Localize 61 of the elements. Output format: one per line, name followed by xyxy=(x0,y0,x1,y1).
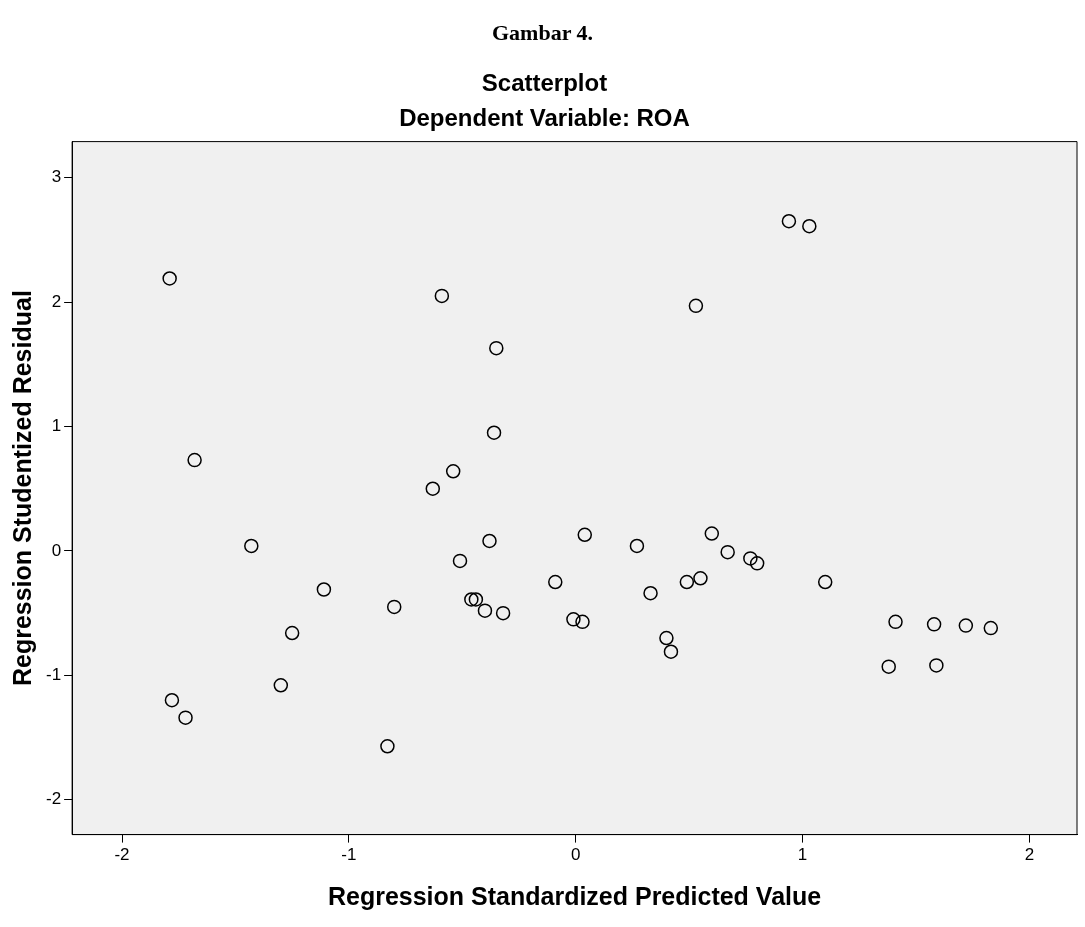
y-tick-label: -1 xyxy=(45,665,62,685)
x-tick-label: 0 xyxy=(570,845,581,865)
chart-subtitle: Dependent Variable: ROA xyxy=(399,103,690,131)
point xyxy=(749,556,765,571)
x-tick-label: -2 xyxy=(114,845,130,865)
point xyxy=(482,533,497,549)
point xyxy=(425,481,441,496)
point xyxy=(386,599,402,615)
x-tick-label: 1 xyxy=(797,845,808,865)
point xyxy=(468,592,484,607)
point xyxy=(688,298,704,314)
x-axis-title: Regression Standardized Predicted Value xyxy=(327,881,822,910)
point xyxy=(881,659,896,674)
y-axis-title: Regression Studentized Residual xyxy=(7,290,36,687)
point xyxy=(629,538,645,554)
point xyxy=(162,271,177,286)
x-tick-label: -1 xyxy=(341,845,357,865)
point xyxy=(659,630,674,646)
point xyxy=(888,614,903,630)
chart-title: Scatterplot xyxy=(481,69,608,97)
point xyxy=(743,551,758,566)
y-tick-label: 3 xyxy=(51,167,62,187)
point xyxy=(720,544,735,560)
point xyxy=(817,574,833,590)
point xyxy=(663,644,679,659)
point xyxy=(445,464,461,479)
point xyxy=(566,612,581,627)
x-tick-label: 2 xyxy=(1024,845,1035,865)
point xyxy=(273,678,289,693)
point xyxy=(477,603,493,618)
text: Gambar 4. xyxy=(490,20,594,46)
y-tick-label: 2 xyxy=(51,291,62,311)
point xyxy=(958,618,974,633)
point xyxy=(434,288,450,304)
point xyxy=(781,213,797,229)
point xyxy=(284,625,300,641)
point xyxy=(187,452,202,468)
point xyxy=(577,527,593,543)
point xyxy=(679,574,695,590)
point xyxy=(316,582,332,597)
y-tick-label: 1 xyxy=(51,416,62,436)
point xyxy=(926,617,942,632)
point xyxy=(452,553,468,569)
point xyxy=(704,526,720,541)
point xyxy=(983,620,999,636)
point xyxy=(693,571,708,586)
point xyxy=(575,614,590,630)
y-tick-label: 0 xyxy=(51,540,62,560)
point xyxy=(486,425,502,440)
point xyxy=(244,538,259,554)
y-tick-label: -2 xyxy=(45,789,62,809)
point xyxy=(489,340,504,356)
point xyxy=(178,710,193,725)
point xyxy=(164,692,180,708)
point xyxy=(495,605,511,621)
point xyxy=(380,739,395,754)
point xyxy=(548,574,563,590)
point xyxy=(464,592,479,607)
point xyxy=(802,218,817,234)
point xyxy=(643,585,658,601)
point xyxy=(929,658,944,673)
